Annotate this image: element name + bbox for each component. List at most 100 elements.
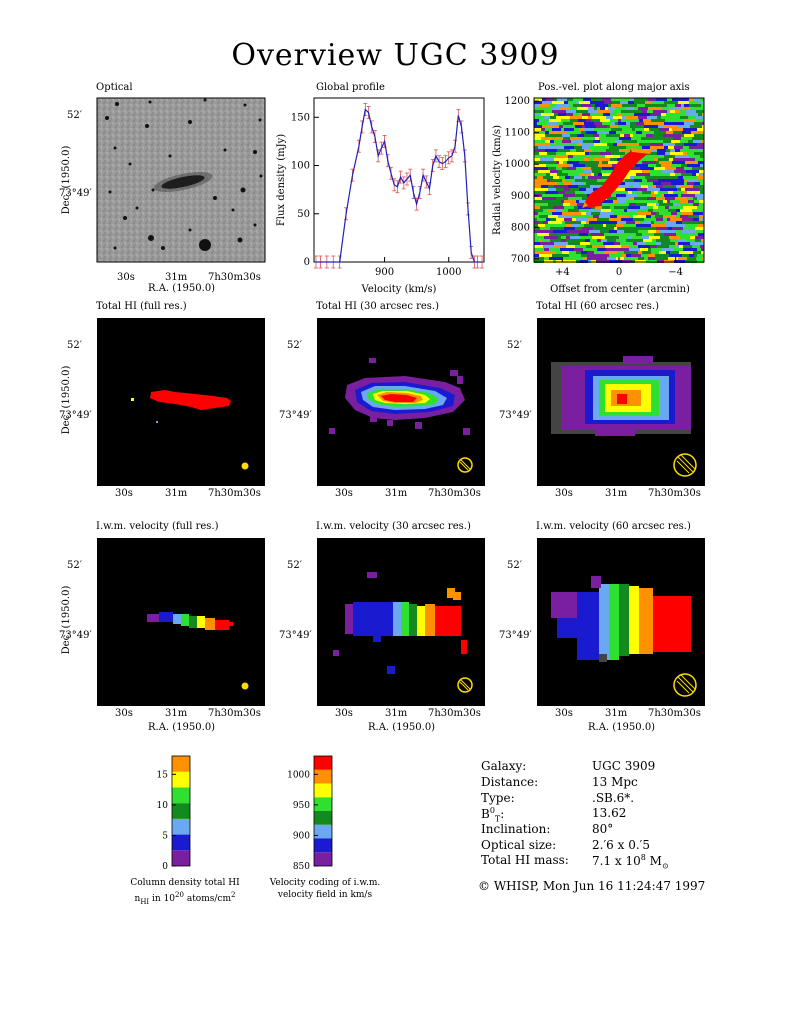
posvel-noise-cell <box>651 119 665 122</box>
posvel-noise-cell <box>693 218 699 221</box>
optical-stars <box>105 98 263 251</box>
posvel-noise-cell <box>695 158 702 161</box>
posvel-noise-cell <box>534 182 547 185</box>
colorbar1-caption: Column density total HI nHI in 1020 atom… <box>105 877 265 908</box>
posvel-noise-cell <box>675 104 681 107</box>
colorbar-segment <box>314 756 332 770</box>
posvel-noise-cell <box>636 173 650 176</box>
posvel-noise-cell <box>603 221 617 224</box>
posvel-noise-cell <box>670 218 682 221</box>
posvel-noise-cell <box>599 161 602 164</box>
posvel-noise-cell <box>550 116 556 119</box>
posvel-noise-cell <box>681 173 692 176</box>
posvel-noise-cell <box>657 137 661 140</box>
posvel-noise-cell <box>687 257 696 260</box>
posvel-noise-cell <box>586 245 592 248</box>
posvel-noise-cell <box>567 131 581 134</box>
posvel-noise-cell <box>681 194 695 197</box>
posvel-noise-cell <box>558 185 568 188</box>
posvel-noise-cell <box>665 128 669 131</box>
posvel-noise-cell <box>679 251 693 254</box>
posvel-noise-cell <box>661 164 671 167</box>
posvel-noise-cell <box>648 254 655 257</box>
posvel-noise-cell <box>570 107 577 110</box>
profile-xtick-label: 1000 <box>436 267 461 278</box>
posvel-noise-cell <box>544 107 551 110</box>
posvel-noise-cell <box>689 146 701 149</box>
posvel-noise-cell <box>620 233 624 236</box>
posvel-noise-cell <box>586 212 591 215</box>
posvel-noise-cell <box>561 119 570 122</box>
dec-tick-mid: 73°49′ <box>59 630 92 641</box>
posvel-noise-cell <box>624 257 638 260</box>
posvel-noise-cell <box>633 134 646 137</box>
total-full-map: 52′ 73°49′ Dec. (1950.0) <box>59 318 265 486</box>
posvel-noise-cell <box>597 110 610 113</box>
posvel-noise-cell <box>605 245 610 248</box>
posvel-noise-cell <box>675 110 680 113</box>
ra-tick-1: 30s <box>117 272 135 283</box>
posvel-noise-cell <box>630 146 642 149</box>
posvel-noise-cell <box>619 137 631 140</box>
type-value: .SB.6*. <box>592 791 635 805</box>
posvel-noise-cell <box>591 206 595 209</box>
ra-tick-2: 31m <box>605 708 628 719</box>
posvel-noise-cell <box>674 170 686 173</box>
posvel-noise-cell <box>624 209 627 212</box>
posvel-noise-cell <box>553 230 567 233</box>
posvel-noise-cell <box>644 221 651 224</box>
posvel-noise-cell <box>542 125 554 128</box>
posvel-noise-cell <box>561 200 564 203</box>
posvel-noise-cell <box>664 101 678 104</box>
ra-tick-1: 30s <box>115 708 133 719</box>
posvel-noise-cell <box>545 128 552 131</box>
posvel-noise-cell <box>592 245 605 248</box>
posvel-noise-cell <box>681 164 687 167</box>
posvel-noise-cell <box>610 113 617 116</box>
posvel-noise-cell <box>702 107 704 110</box>
posvel-noise-cell <box>622 131 636 134</box>
posvel-noise-cell <box>633 218 644 221</box>
posvel-noise-cell <box>661 182 671 185</box>
dec-axis-label: Dec. (1950.0) <box>61 146 72 215</box>
posvel-noise-cell <box>552 167 556 170</box>
posvel-noise-cell <box>675 143 684 146</box>
posvel-noise-cell <box>540 158 554 161</box>
posvel-noise-cell <box>534 152 539 155</box>
posvel-noise-cell <box>655 254 669 257</box>
posvel-noise-cell <box>607 239 616 242</box>
posvel-noise-cell <box>663 200 667 203</box>
posvel-noise-cell <box>573 98 583 101</box>
posvel-noise-cell <box>659 212 671 215</box>
posvel-noise-cell <box>690 125 697 128</box>
dec-tick-top: 52′ <box>67 560 83 571</box>
posvel-noise-cell <box>648 209 653 212</box>
ra-tick-3: 7h30m30s <box>208 708 261 719</box>
posvel-noise-cell <box>593 215 599 218</box>
posvel-noise-cell <box>573 113 579 116</box>
posvel-noise-cell <box>550 170 558 173</box>
posvel-noise-cell <box>552 101 564 104</box>
posvel-noise-cell <box>602 98 611 101</box>
posvel-noise-cell <box>664 155 675 158</box>
posvel-noise-cell <box>607 143 613 146</box>
global-profile-chart: 0 50 100 150 900 1000 Flux density (mJy) Velo… <box>276 97 485 295</box>
posvel-noise-cell <box>684 143 697 146</box>
posvel-noise-cell <box>584 149 592 152</box>
posvel-noise-cell <box>534 161 543 164</box>
posvel-noise-cell <box>653 227 656 230</box>
profile-ylabel: Flux density (mJy) <box>276 134 287 226</box>
posvel-noise-cell <box>566 110 576 113</box>
posvel-noise-cell <box>570 233 579 236</box>
posvel-noise-cell <box>539 152 547 155</box>
posvel-noise-cell <box>556 155 568 158</box>
posvel-noise-cell <box>623 242 633 245</box>
posvel-noise-cell <box>534 224 538 227</box>
posvel-noise-cell <box>581 221 586 224</box>
posvel-noise-cell <box>644 218 656 221</box>
posvel-noise-cell <box>617 143 627 146</box>
posvel-noise-cell <box>545 191 558 194</box>
posvel-noise-cell <box>681 137 692 140</box>
profile-line <box>315 108 483 263</box>
posvel-noise-cell <box>593 161 599 164</box>
